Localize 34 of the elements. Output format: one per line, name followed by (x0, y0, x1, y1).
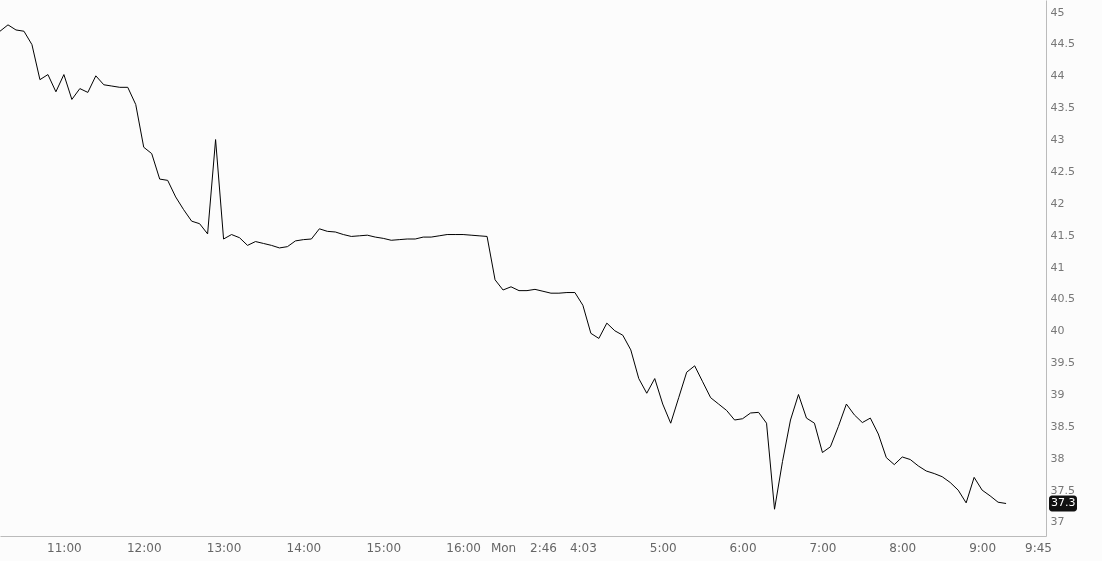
y-tick-label: 39 (1050, 388, 1065, 402)
y-tick-label: 44.5 (1050, 37, 1075, 51)
y-tick-label: 40.5 (1050, 292, 1075, 306)
x-tick-label: 2:46 (529, 540, 557, 555)
y-tick-label: 37 (1050, 515, 1065, 529)
y-tick-label: 41.5 (1050, 228, 1075, 242)
y-tick-label: 38 (1050, 451, 1065, 465)
x-tick-label: Mon (490, 540, 517, 555)
x-tick-label: 9:00 (969, 540, 997, 555)
y-tick-label: 41 (1050, 260, 1065, 274)
y-tick-label: 39.5 (1050, 356, 1075, 370)
y-tick-label: 38.5 (1050, 419, 1075, 433)
y-tick-label: 42.5 (1050, 164, 1075, 178)
x-tick-label: 16:00 (446, 540, 481, 555)
y-tick-label: 42 (1050, 196, 1065, 210)
x-tick-label: 13:00 (206, 540, 242, 555)
y-tick-label: 43 (1050, 133, 1065, 147)
x-tick-label: 14:00 (286, 540, 322, 555)
x-tick-label: 11:00 (47, 540, 82, 555)
x-tick-label: 7:00 (809, 540, 837, 555)
x-tick-label: 5:00 (649, 540, 677, 555)
x-tick-label: 15:00 (366, 540, 402, 555)
y-tick-label: 45 (1050, 5, 1065, 19)
y-tick-label: 44 (1050, 69, 1065, 83)
x-tick-label: 6:00 (729, 540, 757, 555)
x-tick-label: 12:00 (126, 540, 162, 555)
line-series (0, 24, 1007, 510)
x-tick-label: 4:03 (569, 540, 597, 555)
x-tick-label: 8:00 (889, 540, 917, 555)
y-tick-label: 43.5 (1050, 101, 1075, 115)
x-tick-label: 9:45 (1025, 540, 1052, 555)
y-tick-label: 37.5 (1050, 483, 1075, 497)
text: 37.3 (1051, 496, 1076, 510)
y-tick-label: 40 (1050, 324, 1065, 338)
